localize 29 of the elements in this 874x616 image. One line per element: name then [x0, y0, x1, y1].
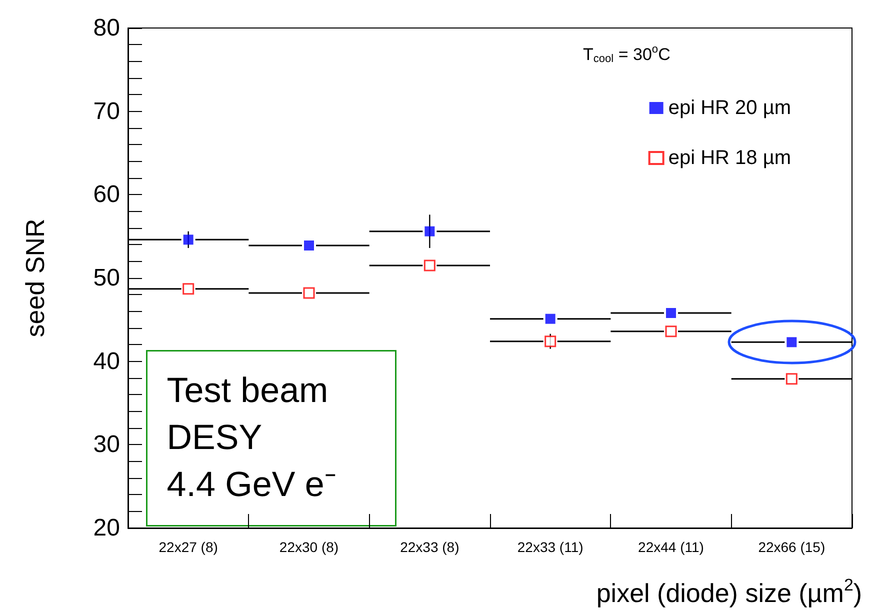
- x-tick-label: 22x27 (8): [158, 539, 218, 555]
- point: [786, 337, 797, 348]
- point: [304, 240, 314, 250]
- y-tick-label: 80: [93, 14, 120, 42]
- point: [544, 336, 556, 348]
- point: [182, 283, 194, 295]
- y-tick-label: 50: [93, 264, 120, 292]
- point: [545, 314, 556, 324]
- x-tick-label: 22x30 (8): [279, 539, 339, 555]
- x-tick-label: 22x33 (8): [400, 539, 460, 555]
- y-tick-label: 40: [93, 348, 120, 375]
- y-tick-label: 20: [93, 514, 120, 542]
- x-tick-label: 22x66 (15): [758, 539, 826, 555]
- x-tick-label: 22x33 (11): [517, 539, 584, 555]
- point: [183, 234, 194, 245]
- annotation: Test beam DESY 4.4 GeV e⁻: [166, 370, 336, 504]
- legend-label: epi HR 20 µm: [668, 97, 792, 119]
- point: [424, 226, 435, 236]
- point: [424, 260, 436, 272]
- point: [303, 287, 315, 299]
- legend-label: epi HR 18 µm: [668, 147, 792, 169]
- y-tick-label: 60: [93, 181, 120, 208]
- point: [786, 373, 798, 385]
- x-tick-label: 22x44 (11): [638, 539, 704, 555]
- point: [665, 326, 677, 338]
- y-axis-title: seed SNR: [20, 218, 50, 338]
- y-tick-label: 70: [93, 98, 120, 125]
- y-tick-label: 30: [93, 431, 120, 458]
- point: [666, 308, 676, 318]
